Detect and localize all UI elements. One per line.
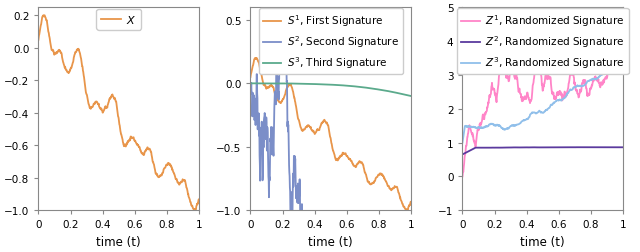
Line: $Z^1$, Randomized Signature: $Z^1$, Randomized Signature (463, 28, 623, 177)
$Z^3$, Randomized Signature (459, 141, 467, 144)
X-axis label: time (t): time (t) (308, 235, 353, 248)
Line: $Z^2$, Randomized Signature: $Z^2$, Randomized Signature (463, 148, 623, 155)
$S^3$, Third Signature (275, 83, 283, 86)
$Z^3$, Randomized Signature (531, 112, 539, 115)
$S^1$, First Signature (253, 57, 260, 60)
Line: $X$: $X$ (38, 16, 199, 210)
$S^2$, Second Signature (288, 191, 296, 194)
$S^3$, Third Signature (319, 83, 327, 86)
Line: $S^3$, Third Signature: $S^3$, Third Signature (250, 84, 411, 97)
$Z^2$, Randomized Signature (459, 153, 467, 156)
$Z^1$, Randomized Signature (459, 175, 467, 178)
$X$ (191, 209, 199, 212)
Legend: $Z^1$, Randomized Signature, $Z^2$, Randomized Signature, $Z^3$, Randomized Sign: $Z^1$, Randomized Signature, $Z^2$, Rand… (457, 9, 628, 75)
$S^1$, First Signature (404, 209, 412, 212)
$S^2$, Second Signature (275, 80, 283, 83)
$Z^3$, Randomized Signature (566, 90, 573, 93)
$S^1$, First Signature (275, 101, 283, 104)
$S^3$, Third Signature (367, 87, 375, 90)
X-axis label: time (t): time (t) (520, 235, 565, 248)
$Z^2$, Randomized Signature (620, 146, 627, 149)
$Z^2$, Randomized Signature (553, 146, 561, 149)
$X$ (156, 175, 163, 178)
$S^2$, Second Signature (281, 22, 289, 25)
$S^3$, Third Signature (341, 85, 349, 88)
$X$ (195, 198, 203, 201)
$Z^3$, Randomized Signature (500, 129, 508, 132)
$S^1$, First Signature (354, 162, 362, 165)
$S^2$, Second Signature (246, 82, 254, 85)
$S^3$, Third Signature (288, 83, 296, 86)
$Z^2$, Randomized Signature (531, 146, 539, 149)
$Z^1$, Randomized Signature (580, 79, 588, 82)
$X$ (108, 95, 115, 98)
$Z^3$, Randomized Signature (553, 99, 561, 102)
Legend: $S^1$, First Signature, $S^2$, Second Signature, $S^3$, Third Signature: $S^1$, First Signature, $S^2$, Second Si… (259, 9, 403, 75)
$Z^1$, Randomized Signature (487, 93, 495, 96)
$Z^3$, Randomized Signature (487, 123, 495, 126)
Legend: $X$: $X$ (97, 10, 141, 30)
$Z^2$, Randomized Signature (566, 146, 573, 149)
$S^1$, First Signature (368, 182, 376, 185)
$Z^1$, Randomized Signature (531, 68, 539, 71)
$Z^1$, Randomized Signature (618, 27, 626, 30)
$Z^1$, Randomized Signature (500, 65, 508, 68)
$S^3$, Third Signature (407, 95, 415, 98)
$Z^2$, Randomized Signature (604, 146, 611, 149)
$X$ (63, 71, 71, 74)
$S^1$, First Signature (246, 76, 254, 79)
$Z^1$, Randomized Signature (620, 28, 627, 32)
$Z^3$, Randomized Signature (580, 85, 588, 88)
$Z^2$, Randomized Signature (580, 146, 588, 149)
$X$ (41, 15, 49, 18)
$Z^2$, Randomized Signature (500, 146, 508, 149)
$X$ (76, 53, 84, 56)
$Z^1$, Randomized Signature (553, 91, 561, 94)
Line: $S^2$, Second Signature: $S^2$, Second Signature (250, 23, 411, 252)
$Z^3$, Randomized Signature (620, 54, 627, 57)
$S^1$, First Signature (319, 120, 327, 123)
$Z^1$, Randomized Signature (566, 76, 573, 79)
X-axis label: time (t): time (t) (97, 235, 141, 248)
$X$ (129, 136, 137, 139)
Line: $Z^3$, Randomized Signature: $Z^3$, Randomized Signature (463, 55, 623, 143)
$S^3$, Third Signature (246, 82, 254, 85)
$S^1$, First Signature (342, 152, 349, 155)
$S^1$, First Signature (288, 87, 296, 90)
Line: $S^1$, First Signature: $S^1$, First Signature (250, 59, 411, 210)
$S^1$, First Signature (407, 200, 415, 203)
$X$ (142, 149, 150, 152)
$Z^2$, Randomized Signature (487, 147, 495, 150)
$S^3$, Third Signature (354, 86, 362, 89)
$X$ (35, 39, 42, 42)
